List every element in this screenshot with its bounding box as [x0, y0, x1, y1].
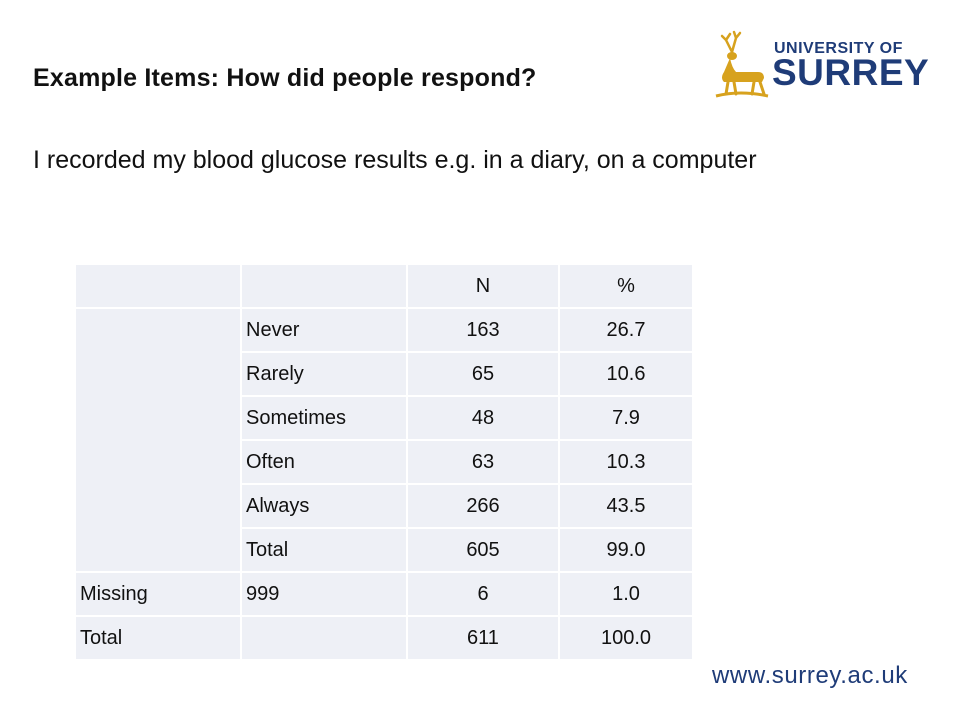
- table-row: Sometimes 48 7.9: [75, 395, 694, 441]
- row-n: 63: [406, 439, 560, 485]
- row-pct: 26.7: [558, 307, 694, 353]
- row-n: 605: [406, 527, 560, 573]
- header-blank: [240, 263, 408, 309]
- row-label: Always: [240, 483, 408, 529]
- response-table: N % Never 163 26.7 Rarely 65 10.6 Someti…: [74, 263, 694, 661]
- row-pct: 43.5: [558, 483, 694, 529]
- row-n: 266: [406, 483, 560, 529]
- missing-label: Missing: [74, 571, 242, 617]
- university-logo: UNIVERSITY OF SURREY: [710, 30, 932, 102]
- stag-icon: [715, 30, 769, 98]
- table-row: Always 266 43.5: [75, 483, 694, 529]
- missing-pct: 1.0: [558, 571, 694, 617]
- row-pct: 10.3: [558, 439, 694, 485]
- total-row: Total 611 100.0: [74, 615, 694, 661]
- valid-group-cell: [74, 307, 242, 573]
- missing-row: Missing 999 6 1.0: [74, 571, 694, 617]
- logo-line-2: SURREY: [772, 52, 930, 93]
- header-pct: %: [558, 263, 694, 309]
- row-n: 65: [406, 351, 560, 397]
- header-n: N: [406, 263, 560, 309]
- footer-url: www.surrey.ac.uk: [712, 662, 908, 689]
- row-pct: 7.9: [558, 395, 694, 441]
- table-header-row: N %: [74, 263, 694, 309]
- table-row: Never 163 26.7: [74, 307, 694, 573]
- missing-code: 999: [240, 571, 408, 617]
- row-pct: 99.0: [558, 527, 694, 573]
- row-n: 163: [406, 307, 560, 353]
- total-n: 611: [406, 615, 560, 661]
- row-label: Rarely: [240, 351, 408, 397]
- slide-title: Example Items: How did people respond?: [33, 64, 537, 92]
- row-label: Total: [240, 527, 408, 573]
- table-row: Total 605 99.0: [75, 527, 694, 573]
- total-label: Total: [74, 615, 242, 661]
- total-pct: 100.0: [558, 615, 694, 661]
- question-text: I recorded my blood glucose results e.g.…: [33, 146, 757, 174]
- table-row: Rarely 65 10.6: [75, 351, 694, 397]
- row-label: Sometimes: [240, 395, 408, 441]
- logo-line-1: UNIVERSITY OF: [774, 40, 903, 57]
- row-pct: 10.6: [558, 351, 694, 397]
- row-label: Never: [240, 307, 408, 353]
- row-label: Often: [240, 439, 408, 485]
- header-blank: [74, 263, 242, 309]
- total-blank: [240, 615, 408, 661]
- row-n: 48: [406, 395, 560, 441]
- missing-n: 6: [406, 571, 560, 617]
- table-row: Often 63 10.3: [75, 439, 694, 485]
